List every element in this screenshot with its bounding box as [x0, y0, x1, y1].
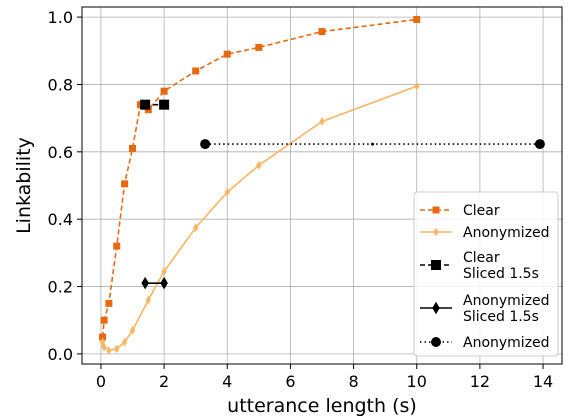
data-point [113, 242, 121, 250]
series-3 [141, 276, 168, 290]
data-point [105, 299, 113, 307]
legend: Clear Anonymized Clear Sliced 1.5s Anonymize… [413, 191, 559, 357]
legend-item: Clear [420, 203, 500, 219]
plot-frame [81, 6, 563, 365]
x-tick-label: 2 [159, 372, 169, 391]
data-point [114, 344, 120, 354]
legend-label: Anonymized [463, 335, 550, 351]
data-point [319, 117, 325, 126]
x-tick-label: 14 [533, 372, 553, 391]
data-point [129, 144, 137, 152]
data-point [223, 50, 231, 58]
data-point [101, 342, 107, 352]
data-point [99, 333, 107, 341]
series-line [101, 85, 418, 352]
data-point [160, 276, 168, 290]
series-line [101, 18, 417, 338]
data-point [256, 160, 262, 170]
data-point [192, 67, 200, 75]
x-tick-label: 4 [222, 372, 232, 391]
legend-label: Clear [463, 203, 500, 219]
series-4 [200, 139, 545, 150]
x-tick-label: 6 [285, 372, 295, 391]
data-point [534, 139, 545, 150]
data-point [318, 28, 326, 36]
legend-item: Clear Sliced 1.5s [420, 250, 539, 282]
series-0 [99, 15, 421, 341]
legend-label: Anonymized [463, 225, 550, 241]
data-point [413, 15, 421, 23]
series-1 [99, 81, 420, 355]
data-point [414, 81, 420, 91]
data-point [200, 139, 211, 150]
data-point [121, 180, 129, 188]
axes: 0 2 4 6 8 10 12 14 0.0 0.2 0.4 0.6 0.8 1.0 [48, 6, 563, 391]
data-point [141, 276, 149, 290]
data-point [129, 325, 136, 335]
legend-marker [431, 260, 441, 270]
data-point [100, 316, 108, 324]
data-point [106, 346, 112, 355]
y-tick-label: 0.4 [48, 210, 73, 229]
legend-label: Clear Sliced 1.5s [463, 250, 539, 282]
data-point [145, 295, 151, 305]
series-2 [140, 99, 170, 110]
legend-box [413, 191, 559, 357]
x-tick-label: 8 [348, 372, 358, 391]
legend-marker [432, 301, 440, 315]
legend-label: Anonymized Sliced 1.5s [463, 293, 550, 325]
data-point [371, 142, 375, 146]
data-point [161, 267, 167, 276]
y-tick-label: 0.6 [48, 143, 73, 162]
y-tick-label: 1.0 [48, 8, 73, 27]
data-point [193, 223, 199, 232]
x-tick-label: 0 [96, 372, 106, 391]
data-point [122, 337, 128, 347]
series-layer [99, 15, 545, 355]
x-tick-label: 10 [407, 372, 427, 391]
y-axis-label: Linkability [13, 137, 35, 234]
legend-item: Anonymized [420, 225, 550, 241]
data-point [224, 187, 230, 197]
data-point [140, 99, 151, 110]
x-tick-label: 12 [470, 372, 490, 391]
data-point [255, 43, 263, 51]
y-tick-label: 0.2 [48, 278, 73, 297]
y-tick-label: 0.0 [48, 345, 73, 364]
legend-marker [432, 206, 440, 214]
legend-marker [431, 337, 441, 347]
y-tick-label: 0.8 [48, 75, 73, 94]
legend-item: Anonymized Sliced 1.5s [420, 293, 550, 325]
grid [82, 7, 562, 364]
data-point [160, 87, 168, 95]
legend-marker [433, 227, 439, 237]
legend-item: Anonymized [420, 335, 550, 351]
x-axis-label: utterance length (s) [227, 395, 417, 417]
data-point [144, 106, 152, 114]
data-point [159, 99, 170, 110]
